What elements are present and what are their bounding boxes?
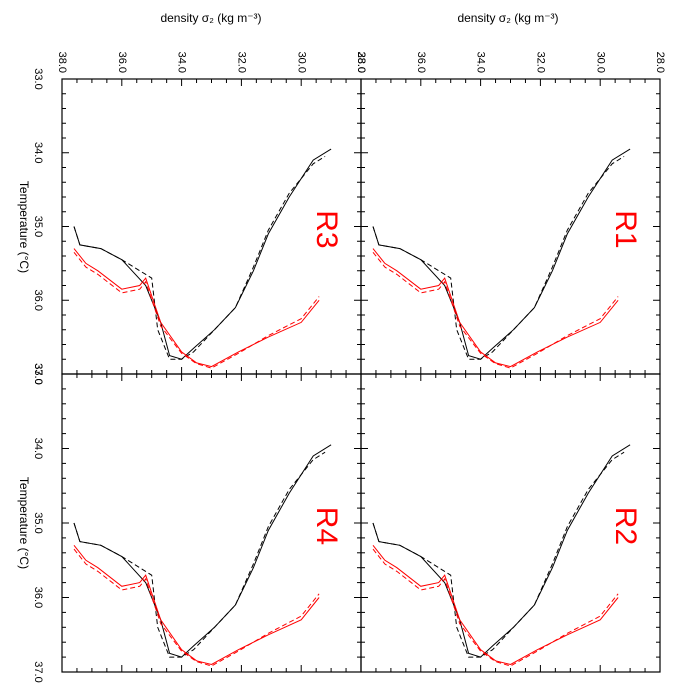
panel-r3: 38.0 36.0 34.0 32.0 30.0 28.0 33.0 34.0 35.0 36.0… (32, 52, 367, 385)
density-tick-label: 28.0 (654, 52, 666, 73)
temperature-tick-label: 33.0 (32, 363, 44, 384)
series-black-dashed (73, 155, 326, 360)
series-red-solid (372, 248, 619, 368)
series-black-solid (372, 148, 631, 360)
series-red-solid (372, 544, 619, 666)
density-tick-label: 30.0 (295, 52, 307, 73)
series-red-dashed (73, 251, 320, 369)
series-black-solid (73, 148, 332, 360)
density-tick-label: 30.0 (594, 52, 606, 73)
temperature-tick-label: 36.0 (32, 290, 44, 311)
panel-label: R1 (609, 210, 642, 248)
density-tick-label: 36.0 (415, 52, 427, 73)
side-axis-title-bottom: Temperature (°C) (17, 477, 31, 569)
panel-r2: R2 (360, 373, 661, 673)
temperature-tick-label: 36.0 (32, 587, 44, 608)
temperature-tick-label: 35.0 (32, 512, 44, 533)
series-black-dashed (372, 155, 625, 360)
side-axis-title: Temperature (°C) (17, 181, 31, 273)
density-tick-label: 38.0 (56, 52, 68, 73)
density-tick-label: 38.0 (355, 52, 367, 73)
panels: 38.0 36.0 34.0 32.0 30.0 28.0 33.0 34.0 35.0 36.0… (32, 52, 666, 683)
series-red-dashed (73, 548, 320, 667)
series-black-dashed (73, 451, 326, 658)
density-tick-label: 34.0 (176, 52, 188, 73)
series-black-solid (73, 444, 332, 658)
series-red-dashed (372, 548, 619, 667)
series-black-solid (372, 444, 631, 658)
series-red-dashed (372, 251, 619, 369)
density-tick-label: 32.0 (534, 52, 546, 73)
temperature-tick-label: 34.0 (32, 438, 44, 459)
density-tick-label: 32.0 (235, 52, 247, 73)
series-black-dashed (372, 451, 625, 658)
temperature-tick-label: 37.0 (32, 661, 44, 682)
temperature-tick-label: 33.0 (32, 68, 44, 89)
panel-label: R3 (310, 210, 343, 248)
density-tick-label: 28.0 (355, 52, 367, 73)
density-tick-label: 36.0 (116, 52, 128, 73)
top-axis-title-right: density σ₂ (kg m⁻³) (457, 11, 558, 25)
panel-r1: 38.0 36.0 34.0 32.0 30.0 28.0 R1 (355, 52, 666, 375)
series-red-solid (73, 544, 320, 666)
series-red-solid (73, 248, 320, 368)
temperature-tick-label: 34.0 (32, 142, 44, 163)
temperature-tick-label: 35.0 (32, 216, 44, 237)
density-tick-label: 34.0 (475, 52, 487, 73)
top-axis-title: density σ₂ (kg m⁻³) (160, 11, 261, 25)
panel-label: R2 (609, 507, 642, 545)
panel-r4: 33.0 34.0 35.0 36.0 37.0 R4 (32, 363, 362, 683)
panel-label: R4 (310, 507, 343, 545)
temperature-tick-label: 37.0 (32, 363, 44, 384)
